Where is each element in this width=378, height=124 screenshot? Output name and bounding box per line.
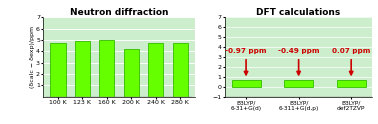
Bar <box>50 43 65 97</box>
FancyBboxPatch shape <box>46 97 192 100</box>
Text: 0.07 ppm: 0.07 ppm <box>332 48 370 75</box>
Bar <box>337 80 366 87</box>
Y-axis label: (δcalc − δexp)/ppm: (δcalc − δexp)/ppm <box>29 26 35 88</box>
Bar <box>173 43 188 97</box>
Bar <box>99 40 115 97</box>
Bar <box>232 80 260 87</box>
Bar <box>148 43 163 97</box>
Title: Neutron diffraction: Neutron diffraction <box>70 8 168 17</box>
FancyBboxPatch shape <box>220 97 378 100</box>
Title: DFT calculations: DFT calculations <box>257 8 341 17</box>
Bar <box>124 49 139 97</box>
Bar <box>75 41 90 97</box>
Text: -0.49 ppm: -0.49 ppm <box>278 48 319 75</box>
Text: -0.97 ppm: -0.97 ppm <box>225 48 267 75</box>
Bar <box>284 80 313 87</box>
